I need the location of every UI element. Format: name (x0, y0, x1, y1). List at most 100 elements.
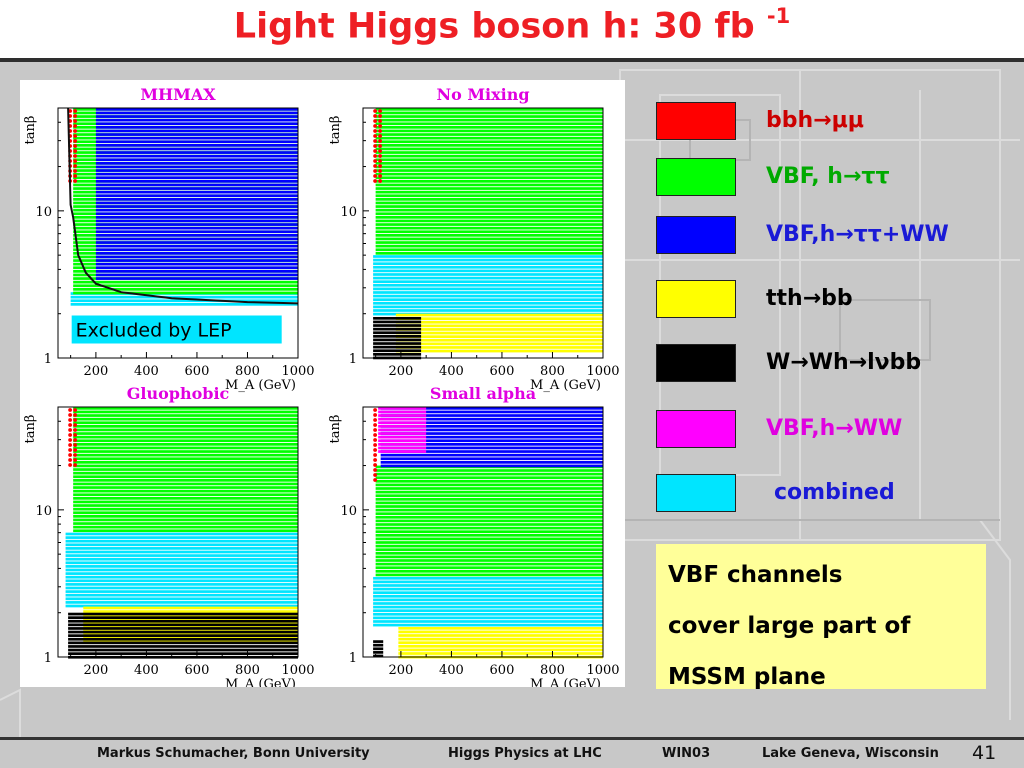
region-stripe (95, 234, 298, 237)
region-stripe (373, 287, 603, 291)
region-wh_lnubb (373, 640, 384, 658)
panel-title: Gluophobic (127, 384, 230, 403)
region-stripe (373, 654, 384, 658)
region-stripe (65, 568, 298, 572)
bbh-mumu-dot (373, 129, 378, 133)
x-tick-label: 800 (235, 663, 260, 678)
region-stripe (73, 500, 298, 504)
region-stripe (65, 547, 298, 550)
y-tick-label: 1 (349, 352, 357, 367)
region-stripe (395, 342, 603, 346)
bbh-mumu-dot (68, 408, 73, 412)
region-stripe (373, 647, 384, 651)
bbh-mumu-dot (73, 134, 78, 138)
region-stripe (73, 417, 298, 421)
note-line-3: MSSM plane (668, 664, 826, 690)
region-stripe (70, 299, 298, 303)
region-stripe (375, 541, 603, 544)
bbh-mumu-dot (373, 164, 378, 168)
bbh-mumu-dot (73, 149, 78, 153)
region-stripe (378, 407, 427, 410)
y-axis-label: tanβ (328, 116, 343, 145)
region-stripe (373, 345, 422, 349)
region-stripe (95, 259, 298, 262)
bbh-mumu-dot (73, 129, 78, 133)
x-tick-label: 1000 (586, 663, 619, 678)
footer-author: Markus Schumacher, Bonn University (97, 746, 370, 761)
region-stripe (398, 644, 603, 648)
region-stripe (375, 190, 603, 194)
region-stripe (95, 255, 298, 259)
region-stripe (373, 276, 603, 280)
bbh-mumu-dot (373, 144, 378, 148)
region-stripe (65, 597, 298, 601)
legend-label: VBF,h→ττ+WW (766, 222, 949, 247)
region-stripe (375, 544, 603, 548)
bbh-mumu-dot (68, 433, 73, 437)
region-stripe (73, 446, 298, 450)
x-tick-label: 600 (185, 663, 210, 678)
region-stripe (95, 176, 298, 180)
bbh-mumu-dot (378, 124, 383, 128)
bbh-mumu-dot (73, 124, 78, 128)
region-stripe (380, 410, 603, 414)
x-tick-label: 400 (439, 364, 464, 379)
region-stripe (95, 133, 298, 136)
region-stripe (375, 497, 603, 501)
x-tick-label: 400 (134, 663, 159, 678)
bbh-mumu-dot (378, 114, 383, 118)
region-stripe (373, 305, 603, 309)
region-stripe (95, 165, 298, 169)
bbh-mumu-dot (378, 154, 383, 158)
bbh-mumu-dot (378, 149, 383, 153)
region-stripe (65, 601, 298, 604)
region-stripe (73, 457, 298, 461)
region-stripe (375, 180, 603, 183)
region-stripe (373, 651, 384, 654)
chart-panel: 200 400 600 800 1000 1 10 Gluophobic M_A (GeV) ta… (23, 384, 315, 687)
region-stripe (73, 410, 298, 414)
plot-frame (57, 107, 299, 359)
region-stripe (73, 471, 298, 475)
region-stripe (375, 212, 603, 216)
region-stripe (95, 262, 298, 266)
region-stripe (73, 432, 298, 435)
x-tick-label: 600 (490, 663, 515, 678)
region-stripe (375, 129, 603, 133)
x-tick-label: 1000 (281, 663, 314, 678)
region-stripe (373, 255, 603, 258)
x-axis-label: M_A (GeV) (530, 677, 601, 687)
bbh-mumu-dot (73, 139, 78, 143)
bbh-mumu-dot (373, 418, 378, 422)
region-stripe (375, 183, 603, 187)
region-stripe (68, 637, 299, 641)
region-stripe (65, 583, 298, 586)
region-stripe (378, 439, 427, 443)
bbh-mumu-dot (68, 418, 73, 422)
region-stripe (65, 532, 298, 536)
region-stripe (73, 482, 298, 486)
region-stripe (375, 201, 603, 205)
region-stripe (395, 313, 603, 317)
region-stripe (95, 244, 298, 248)
region-stripe (373, 594, 603, 598)
bbh-mumu-dot (373, 408, 378, 412)
y-tick-label: 1 (44, 651, 52, 666)
region-stripe (73, 504, 298, 507)
region-stripe (65, 561, 298, 565)
y-axis-label: tanβ (23, 415, 38, 444)
region-stripe (395, 338, 603, 342)
region-stripe (373, 269, 603, 273)
region-stripe (375, 194, 603, 198)
region-stripe (373, 591, 603, 595)
bbh-mumu-dot (373, 154, 378, 158)
region-stripe (373, 262, 603, 266)
region-stripe (73, 443, 298, 446)
summary-note: VBF channels cover large part of MSSM pl… (656, 544, 986, 690)
x-tick-label: 200 (388, 364, 413, 379)
region-stripe (65, 543, 298, 547)
region-stripe (73, 468, 298, 471)
region-stripe (73, 439, 298, 443)
region-stripe (375, 533, 603, 537)
region-stripe (395, 331, 603, 335)
